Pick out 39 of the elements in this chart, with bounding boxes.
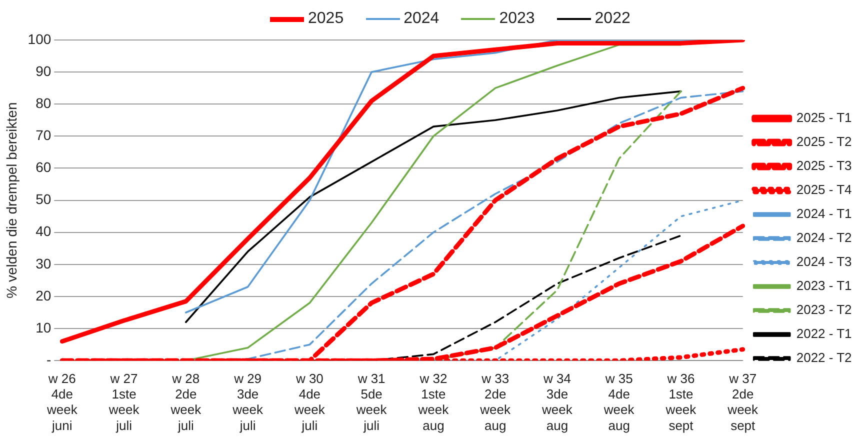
y-tick-label: 30: [36, 255, 52, 272]
x-tick-label: w 32 1ste week aug: [417, 370, 450, 433]
x-tick-label: w 29 3de week juli: [232, 370, 264, 433]
legend-label: 2024 - T3: [796, 254, 852, 270]
x-tick-label: w 31 5de week juli: [355, 370, 388, 433]
legend-label: 2023 - T2: [796, 302, 852, 318]
text: 2024: [404, 10, 440, 28]
legend-label: 2025 - T1: [796, 110, 852, 126]
x-tick-label: w 36 1ste week sept: [664, 370, 697, 433]
legend-label: 2024 - T2: [796, 230, 852, 246]
y-axis-title: % velden die drempel bereikten: [3, 102, 20, 298]
x-tick-label: w 28 2de week juli: [170, 370, 202, 433]
text: 2022: [594, 10, 630, 28]
y-tick-label: 20: [36, 287, 52, 304]
legend-label: 2025 - T3: [796, 158, 852, 174]
legend-label: 2025 - T4: [796, 182, 852, 198]
y-tick-label: 70: [36, 127, 52, 144]
x-tick-label: w 33 2de week aug: [479, 370, 511, 433]
text: 2023: [499, 10, 535, 28]
x-tick-label: w 30 4de week juli: [294, 370, 326, 433]
y-tick-label: 40: [36, 223, 52, 240]
text: 2025: [308, 10, 344, 28]
legend-label: 2022 - T2: [796, 350, 852, 366]
legend-label: 2022 - T1: [796, 326, 852, 342]
legend-label: 2025 - T2: [796, 134, 852, 150]
legend-label: 2023 - T1: [796, 278, 852, 294]
x-tick-label: w 26 4de week juni: [46, 370, 78, 433]
y-tick-label: 10: [36, 319, 52, 336]
y-tick-label: 50: [36, 191, 52, 208]
y-tick-label: 90: [36, 62, 52, 79]
x-tick-label: w 34 3de week aug: [541, 370, 573, 433]
y-tick-label: 100: [28, 30, 52, 47]
x-tick-label: w 27 1ste week juli: [108, 370, 140, 433]
y-tick-label: 60: [36, 159, 52, 176]
x-tick-label: w 35 4de week aug: [602, 370, 635, 433]
y-tick-label: 80: [36, 94, 52, 111]
y-tick-label: -: [46, 351, 52, 368]
legend-label: 2024 - T1: [796, 206, 852, 222]
x-tick-label: w 37 2de week sept: [726, 370, 759, 433]
